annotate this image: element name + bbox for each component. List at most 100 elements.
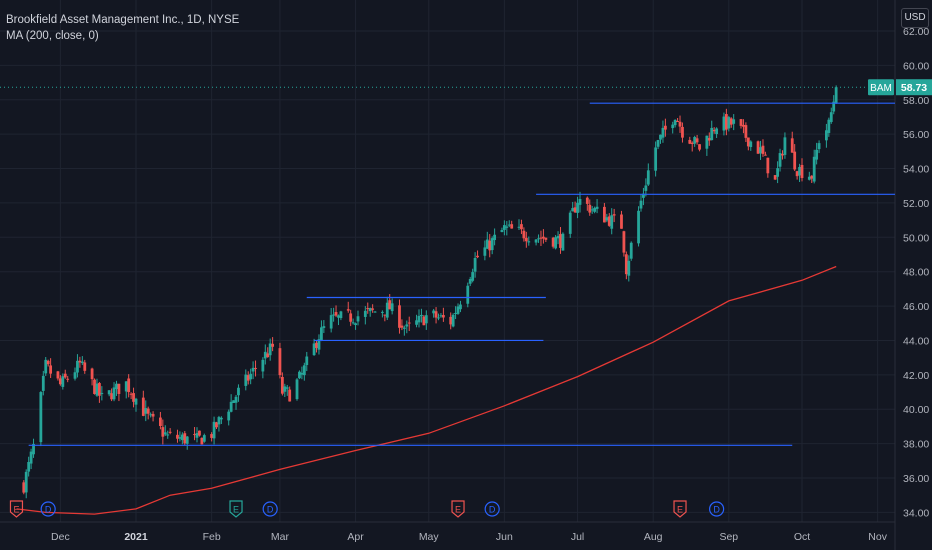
candle[interactable] <box>254 367 257 369</box>
candle[interactable] <box>244 374 248 386</box>
candle[interactable] <box>195 433 199 438</box>
candle[interactable] <box>371 308 375 310</box>
candle[interactable] <box>544 237 548 240</box>
candle[interactable] <box>790 138 794 153</box>
candle[interactable] <box>176 434 179 439</box>
candle[interactable] <box>485 239 489 249</box>
candle[interactable] <box>32 443 35 455</box>
candle[interactable] <box>688 139 692 144</box>
candle[interactable] <box>456 306 460 314</box>
candle[interactable] <box>690 142 694 144</box>
earnings-badge[interactable] <box>229 500 243 518</box>
candle[interactable] <box>646 170 650 185</box>
candle[interactable] <box>161 427 165 437</box>
candle[interactable] <box>629 242 633 259</box>
candle[interactable] <box>724 114 728 130</box>
candle[interactable] <box>454 312 457 315</box>
candle[interactable] <box>732 119 736 124</box>
candle[interactable] <box>22 482 26 493</box>
ma-indicator-label[interactable]: MA (200, close, 0) <box>6 30 99 42</box>
candle[interactable] <box>107 390 111 395</box>
candle[interactable] <box>766 157 770 174</box>
candle[interactable] <box>744 125 748 138</box>
candle[interactable] <box>263 351 267 359</box>
candle[interactable] <box>278 348 282 376</box>
currency-button[interactable]: USD <box>901 8 929 28</box>
candle[interactable] <box>810 175 814 179</box>
candle[interactable] <box>742 124 745 127</box>
candle[interactable] <box>312 343 316 356</box>
candle[interactable] <box>441 315 445 318</box>
candle[interactable] <box>41 375 45 391</box>
candle[interactable] <box>459 304 462 310</box>
candle[interactable] <box>373 311 377 313</box>
candle[interactable] <box>783 137 787 155</box>
candle[interactable] <box>229 401 233 412</box>
candle[interactable] <box>488 240 492 251</box>
candle[interactable] <box>66 378 70 380</box>
candle[interactable] <box>398 305 401 328</box>
candle[interactable] <box>95 383 99 396</box>
candle[interactable] <box>710 127 714 141</box>
candle[interactable] <box>663 125 667 130</box>
candle[interactable] <box>812 156 816 182</box>
candle[interactable] <box>542 236 545 239</box>
candle[interactable] <box>420 314 423 317</box>
candle[interactable] <box>61 376 65 387</box>
candle[interactable] <box>237 387 240 396</box>
candle[interactable] <box>46 360 50 365</box>
candle[interactable] <box>656 139 660 147</box>
candle[interactable] <box>556 236 560 239</box>
candle[interactable] <box>727 117 731 129</box>
candle[interactable] <box>383 314 387 316</box>
candle[interactable] <box>63 373 67 378</box>
candle[interactable] <box>76 360 79 373</box>
candle[interactable] <box>271 343 275 347</box>
candle[interactable] <box>112 387 116 400</box>
candle[interactable] <box>217 417 221 425</box>
candle[interactable] <box>510 224 514 229</box>
candle[interactable] <box>149 414 153 416</box>
candle[interactable] <box>227 411 231 421</box>
candle[interactable] <box>832 101 836 112</box>
candle[interactable] <box>90 368 94 380</box>
candle[interactable] <box>605 217 609 221</box>
candle[interactable] <box>366 308 370 310</box>
candle[interactable] <box>356 316 360 322</box>
candle[interactable] <box>749 141 753 148</box>
candle[interactable] <box>639 200 643 209</box>
candle[interactable] <box>405 324 409 327</box>
candle[interactable] <box>756 141 760 154</box>
earnings-badge[interactable] <box>9 500 24 518</box>
candle[interactable] <box>524 237 528 242</box>
dividend-badge[interactable] <box>40 501 56 517</box>
candle[interactable] <box>415 320 418 325</box>
candle[interactable] <box>466 285 470 304</box>
candle[interactable] <box>44 359 48 374</box>
candle[interactable] <box>346 309 350 311</box>
candle[interactable] <box>295 379 299 400</box>
candle[interactable] <box>642 193 645 198</box>
candle[interactable] <box>261 359 265 372</box>
candle[interactable] <box>49 365 53 374</box>
candle[interactable] <box>322 326 326 328</box>
candle[interactable] <box>210 434 214 438</box>
candle[interactable] <box>759 147 762 154</box>
candle[interactable] <box>585 197 589 204</box>
candle[interactable] <box>168 431 172 433</box>
candle[interactable] <box>707 138 711 141</box>
candle[interactable] <box>29 451 33 464</box>
candle[interactable] <box>400 325 404 328</box>
candle[interactable] <box>781 153 784 156</box>
candle[interactable] <box>368 308 372 312</box>
candle[interactable] <box>283 386 287 392</box>
candle[interactable] <box>285 387 289 389</box>
candle[interactable] <box>705 135 709 149</box>
candle[interactable] <box>659 134 662 140</box>
candle[interactable] <box>100 392 104 394</box>
candle[interactable] <box>407 322 411 324</box>
candle[interactable] <box>829 112 833 122</box>
dividend-badge[interactable] <box>262 501 278 517</box>
candle[interactable] <box>351 322 355 324</box>
candle[interactable] <box>215 422 218 428</box>
